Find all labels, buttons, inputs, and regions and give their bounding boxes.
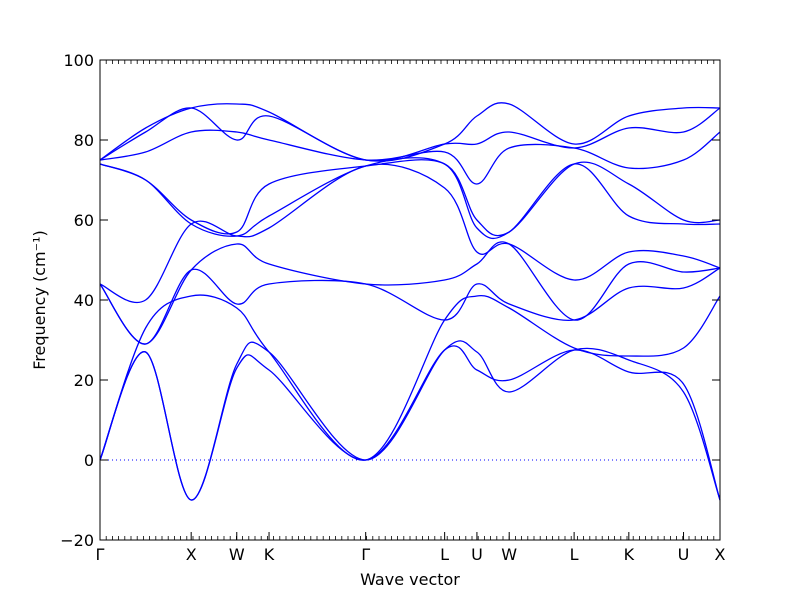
x-tick-label: K: [624, 545, 635, 564]
y-tick-label: 60: [74, 211, 94, 230]
band-3: [99, 294, 721, 461]
y-tick-labels: −20 0 20 40 60 80 100: [60, 51, 94, 550]
x-axis-title: Wave vector: [360, 570, 460, 589]
y-axis-title: Frequency (cm⁻¹): [30, 230, 49, 369]
y-tick-label: 40: [74, 291, 94, 310]
x-tick-label: K: [264, 545, 275, 564]
band-lines: [99, 102, 721, 501]
x-tick-label: U: [678, 545, 690, 564]
band-5: [99, 241, 721, 345]
band-11: [99, 102, 721, 162]
band-2: [99, 340, 721, 501]
y-tick-label: 80: [74, 131, 94, 150]
x-tick-label: L: [570, 545, 579, 564]
band-9: [99, 129, 721, 185]
x-tick-label: Γ: [96, 545, 105, 564]
x-tick-label: Γ: [361, 545, 370, 564]
band-8: [99, 159, 721, 237]
x-tick-label: W: [501, 545, 517, 564]
y-tick-label: 20: [74, 371, 94, 390]
y-tick-label: −20: [60, 531, 94, 550]
x-tick-label: U: [471, 545, 483, 564]
y-tick-label: 0: [84, 451, 94, 470]
plot-frame: [99, 59, 721, 541]
x-tick-label: X: [186, 545, 197, 564]
x-tick-label: X: [715, 545, 726, 564]
band-4: [99, 267, 721, 345]
x-tick-label: L: [440, 545, 449, 564]
y-tick-label: 100: [63, 51, 94, 70]
axis-ticks: [99, 59, 721, 541]
x-tick-label: W: [229, 545, 245, 564]
